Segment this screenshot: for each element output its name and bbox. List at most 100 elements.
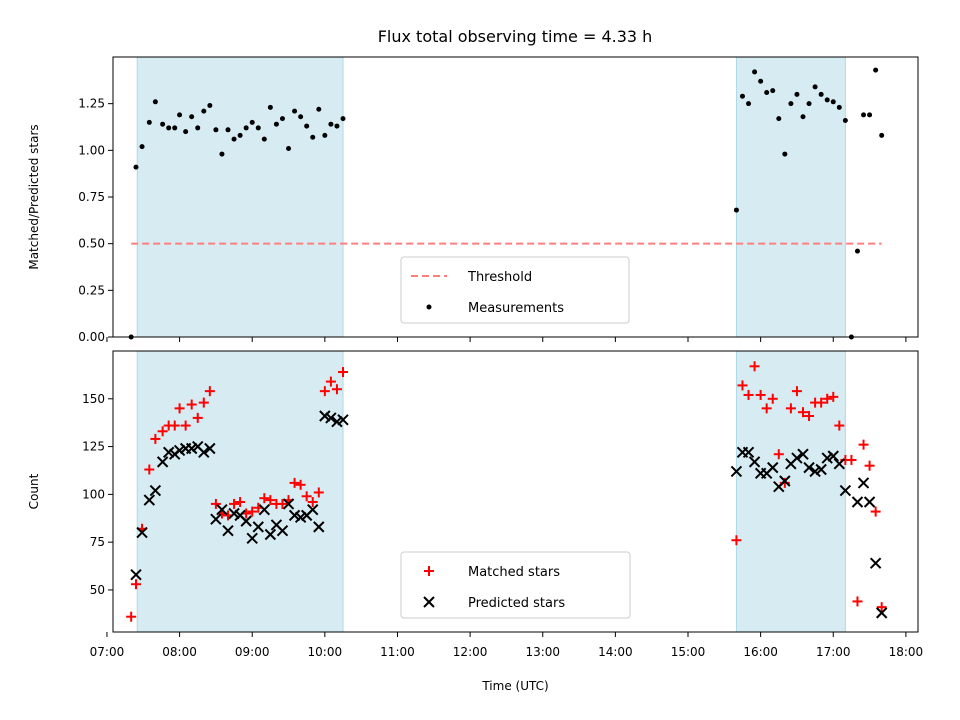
matched-stars-point — [295, 479, 306, 490]
predicted-stars-point-b — [149, 484, 162, 497]
ratio-legend: Threshold Measurements — [400, 256, 630, 324]
matched-stars-point — [235, 497, 246, 508]
measurement-point — [207, 103, 213, 109]
measurement-point — [800, 114, 806, 120]
matched-stars-point — [131, 579, 141, 590]
measurement-point — [152, 99, 158, 105]
measurement-point — [842, 117, 848, 123]
measurement-point — [739, 93, 745, 99]
legend-handle-matched-stars — [424, 566, 434, 576]
predicted-stars-point-b — [240, 515, 252, 527]
predicted-stars-point-b — [797, 448, 809, 460]
matched-stars-point — [229, 498, 240, 509]
measurement-point — [267, 104, 273, 110]
ratio-legend-box — [400, 256, 630, 324]
legend-handle-measurements — [426, 304, 432, 310]
measurement-point — [225, 127, 231, 133]
measurement-point — [172, 125, 178, 131]
matched-stars-point — [864, 460, 875, 471]
ratio-x-ticks — [106, 337, 907, 342]
predicted-stars-point — [252, 521, 264, 533]
predicted-stars-point — [313, 521, 325, 533]
measurement-point — [189, 114, 195, 120]
predicted-stars-point — [863, 496, 876, 508]
measurement-point — [788, 101, 794, 107]
matched-stars-point — [169, 420, 180, 431]
measurement-point — [794, 91, 800, 97]
ratio-observing-window-1 — [136, 56, 344, 338]
predicted-stars-point-b — [234, 509, 246, 522]
count-shaded-regions — [113, 350, 918, 633]
legend-x-b — [423, 596, 435, 608]
count-y-tick-label: 125 — [82, 440, 105, 454]
measurement-point — [286, 145, 292, 151]
measurement-point — [812, 84, 818, 90]
matched-stars-point — [876, 602, 887, 613]
predicted-stars-point-b — [767, 461, 779, 474]
measurement-point — [867, 112, 873, 118]
ratio-y-axis-label: Matched/Predicted stars — [27, 124, 41, 269]
matched-stars-point — [198, 397, 209, 408]
count-x-tick-label: 14:00 — [598, 645, 633, 659]
matched-stars-point — [791, 386, 802, 397]
measurement-point — [830, 99, 836, 105]
matched-stars-point — [767, 393, 778, 404]
measurement-point — [806, 101, 812, 107]
measurement-point — [166, 125, 172, 131]
predicted-stars-point — [240, 515, 252, 527]
predicted-stars-point — [851, 496, 864, 508]
predicted-stars-point — [246, 532, 258, 545]
predicted-stars-point-b — [204, 442, 216, 455]
measurement-point — [261, 136, 267, 142]
predicted-stars-point — [130, 568, 142, 581]
matched-stars-point — [761, 403, 772, 414]
count-axes-frame — [112, 350, 919, 633]
count-x-tick-label: 15:00 — [671, 645, 706, 659]
ratio-y-tick-label: 0.50 — [78, 237, 105, 251]
predicted-stars-point — [797, 448, 809, 460]
matched-stars-point — [157, 426, 168, 437]
count-panel: 50 75 100 125 150 Count 07:00 08:00 09:00 10:00 1… — [27, 350, 923, 693]
measurement-point — [334, 123, 340, 129]
predicted-stars-point-b — [228, 507, 240, 520]
measurement-point — [273, 121, 279, 127]
measurement-point — [328, 121, 334, 127]
count-x-axis-label: Time (UTC) — [481, 679, 548, 693]
predicted-stars-point-b — [851, 496, 864, 508]
count-y-tick-label: 75 — [90, 535, 105, 549]
predicted-stars-point — [730, 465, 743, 478]
legend-label-matched-stars: Matched stars — [468, 565, 560, 580]
predicted-stars-point-b — [307, 503, 319, 516]
predicted-stars-point-b — [130, 568, 142, 581]
matched-stars-point — [247, 506, 258, 517]
measurement-point — [160, 121, 166, 127]
predicted-stars-point — [210, 513, 222, 525]
matched-stars-point — [338, 367, 348, 378]
matched-stars-point — [870, 506, 881, 517]
matched-stars-point — [852, 596, 863, 607]
measurement-point — [237, 132, 243, 138]
predicted-stars-point-b — [791, 452, 803, 464]
matched-stars-point — [804, 410, 815, 421]
measurement-point — [243, 125, 249, 131]
legend-label-predicted-stars: Predicted stars — [468, 596, 565, 611]
matched-stars-point — [731, 535, 742, 546]
predicted-stars-point-b — [258, 503, 271, 516]
predicted-stars-point — [198, 446, 210, 459]
measurement-point — [854, 248, 860, 254]
predicted-stars-point — [143, 494, 156, 506]
count-legend: Matched stars Predicted stars — [400, 551, 631, 619]
matched-stars-point — [192, 412, 203, 423]
predicted-stars-point — [869, 557, 882, 569]
count-observing-window-2 — [735, 350, 846, 633]
count-x-tick-label: 16:00 — [743, 645, 778, 659]
matched-stars-point — [150, 433, 161, 444]
measurement-point — [764, 89, 770, 95]
predicted-stars-point — [875, 607, 888, 619]
predicted-stars-point — [337, 414, 349, 426]
measurement-point — [752, 69, 758, 75]
matched-stars-point — [828, 391, 839, 402]
measurement-point — [195, 125, 201, 131]
count-x-tick-label: 08:00 — [162, 645, 197, 659]
count-series-matched-stars — [126, 361, 887, 622]
